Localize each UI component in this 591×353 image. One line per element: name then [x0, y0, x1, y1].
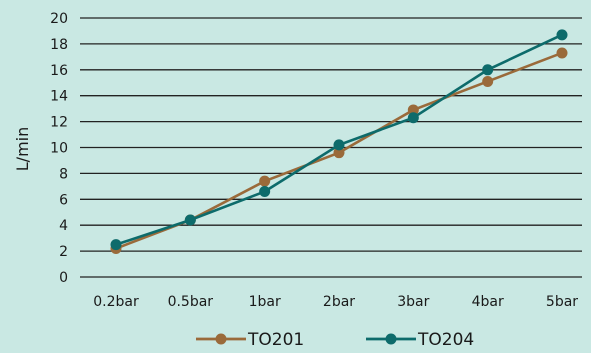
legend-label-TO204: TO204: [417, 330, 474, 350]
grid-lines: [80, 17, 582, 278]
y-tick-label: 16: [50, 63, 68, 79]
y-tick-label: 14: [50, 89, 68, 105]
x-axis-ticks: 0.2bar 0.5bar 1bar 2bar 3bar 4bar 5bar: [93, 294, 578, 310]
data-point-TO204: [184, 214, 196, 226]
x-tick-label: 4bar: [472, 294, 504, 310]
y-tick-label: 20: [50, 11, 68, 27]
x-tick-label: 0.2bar: [93, 294, 139, 310]
y-tick-label: 0: [59, 270, 68, 286]
legend: TO201 TO204: [196, 330, 474, 350]
y-axis-label: L/min: [13, 127, 32, 171]
y-tick-label: 18: [50, 37, 68, 53]
x-tick-label: 3bar: [397, 294, 429, 310]
data-point-TO204: [556, 29, 568, 41]
data-point-TO201: [333, 147, 345, 159]
legend-marker-TO201: [215, 333, 227, 345]
x-tick-label: 1bar: [249, 294, 281, 310]
data-point-TO204: [407, 112, 419, 124]
y-tick-label: 4: [59, 218, 68, 234]
legend-marker-TO204: [385, 333, 397, 345]
legend-label-TO201: TO201: [247, 330, 304, 350]
data-point-TO204: [482, 64, 494, 76]
data-point-TO201: [407, 104, 419, 116]
y-axis-ticks: 0 2 4 6 8 10 12 14 16 18 20: [50, 11, 68, 286]
y-tick-label: 6: [59, 192, 68, 208]
x-tick-label: 5bar: [546, 294, 578, 310]
y-tick-label: 10: [50, 141, 68, 157]
data-point-TO204: [259, 186, 271, 198]
data-point-TO204: [110, 239, 122, 251]
y-tick-label: 8: [59, 166, 68, 182]
data-point-TO201: [482, 75, 494, 87]
data-point-TO201: [556, 47, 568, 59]
y-tick-label: 2: [59, 244, 68, 260]
data-point-TO201: [259, 175, 271, 187]
data-point-TO204: [333, 139, 345, 151]
series-group: [110, 29, 568, 255]
x-tick-label: 2bar: [323, 294, 355, 310]
y-tick-label: 12: [50, 115, 68, 131]
x-tick-label: 0.5bar: [168, 294, 214, 310]
